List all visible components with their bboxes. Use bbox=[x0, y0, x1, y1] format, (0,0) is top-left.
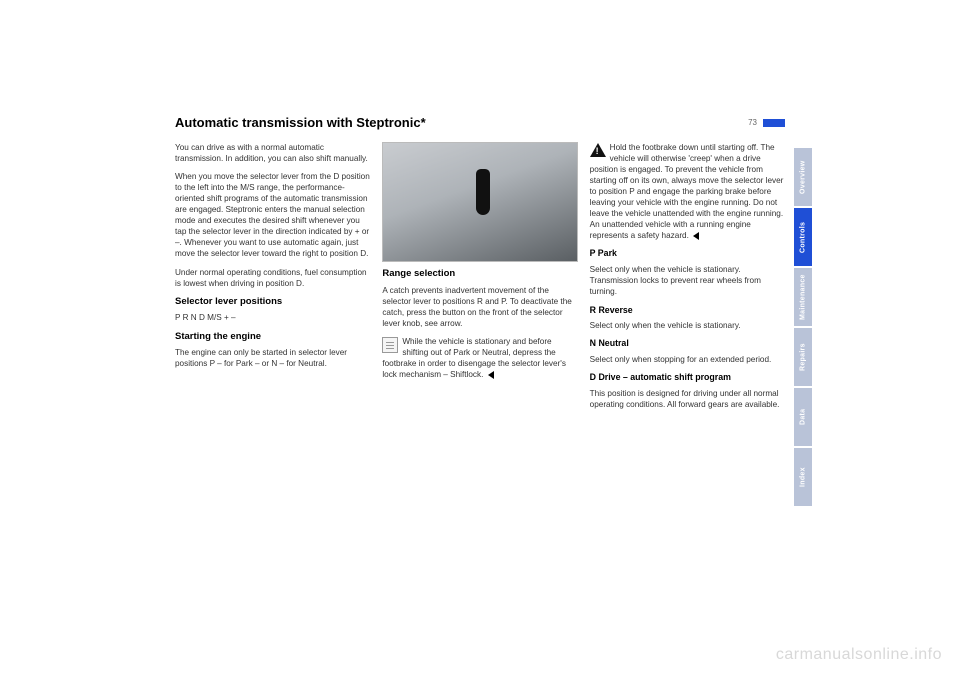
body-text: Select only when stopping for an extende… bbox=[590, 354, 785, 365]
body-text: A catch prevents inadvertent movement of… bbox=[382, 285, 577, 329]
body-text: Select only when the vehicle is stationa… bbox=[590, 320, 785, 331]
warning-icon bbox=[590, 143, 606, 157]
tab-controls[interactable]: Controls bbox=[794, 208, 812, 266]
heading-reverse: R Reverse bbox=[590, 305, 785, 317]
body-text: Under normal operating conditions, fuel … bbox=[175, 267, 370, 289]
tab-data[interactable]: Data bbox=[794, 388, 812, 446]
warning-text: Hold the footbrake down until starting o… bbox=[590, 143, 784, 241]
body-text: You can drive as with a normal automatic… bbox=[175, 142, 370, 164]
side-tabs: Overview Controls Maintenance Repairs Da… bbox=[794, 148, 812, 508]
warning-paragraph: Hold the footbrake down until starting o… bbox=[590, 142, 785, 242]
tab-repairs[interactable]: Repairs bbox=[794, 328, 812, 386]
body-text: When you move the selector lever from th… bbox=[175, 171, 370, 260]
end-mark-icon bbox=[488, 371, 494, 379]
body-text: This position is designed for driving un… bbox=[590, 388, 785, 410]
tab-overview[interactable]: Overview bbox=[794, 148, 812, 206]
page-bar bbox=[763, 119, 785, 127]
heading-selector-positions: Selector lever positions bbox=[175, 296, 370, 309]
heading-neutral: N Neutral bbox=[590, 338, 785, 350]
body-text: Select only when the vehicle is stationa… bbox=[590, 264, 785, 297]
tab-maintenance[interactable]: Maintenance bbox=[794, 268, 812, 326]
heading-drive: D Drive – automatic shift program bbox=[590, 372, 785, 384]
content-columns: You can drive as with a normal automatic… bbox=[175, 142, 785, 418]
note-paragraph: While the vehicle is stationary and befo… bbox=[382, 336, 577, 380]
heading-park: P Park bbox=[590, 248, 785, 260]
gear-lever-photo bbox=[382, 142, 577, 262]
heading-starting-engine: Starting the engine bbox=[175, 331, 370, 344]
body-text: The engine can only be started in select… bbox=[175, 347, 370, 369]
column-3: Hold the footbrake down until starting o… bbox=[590, 142, 785, 418]
heading-range-selection: Range selection bbox=[382, 268, 577, 281]
page-title: Automatic transmission with Steptronic* bbox=[175, 115, 748, 132]
manual-page: Automatic transmission with Steptronic* … bbox=[175, 115, 785, 615]
page-number: 73 bbox=[748, 118, 757, 128]
column-1: You can drive as with a normal automatic… bbox=[175, 142, 370, 418]
end-mark-icon bbox=[693, 232, 699, 240]
note-text: While the vehicle is stationary and befo… bbox=[382, 337, 566, 379]
column-2: Range selection A catch prevents inadver… bbox=[382, 142, 577, 418]
page-header: Automatic transmission with Steptronic* … bbox=[175, 115, 785, 132]
positions-list: P R N D M/S + – bbox=[175, 312, 370, 323]
tab-index[interactable]: Index bbox=[794, 448, 812, 506]
watermark: carmanualsonline.info bbox=[776, 646, 942, 664]
note-icon bbox=[382, 337, 398, 353]
